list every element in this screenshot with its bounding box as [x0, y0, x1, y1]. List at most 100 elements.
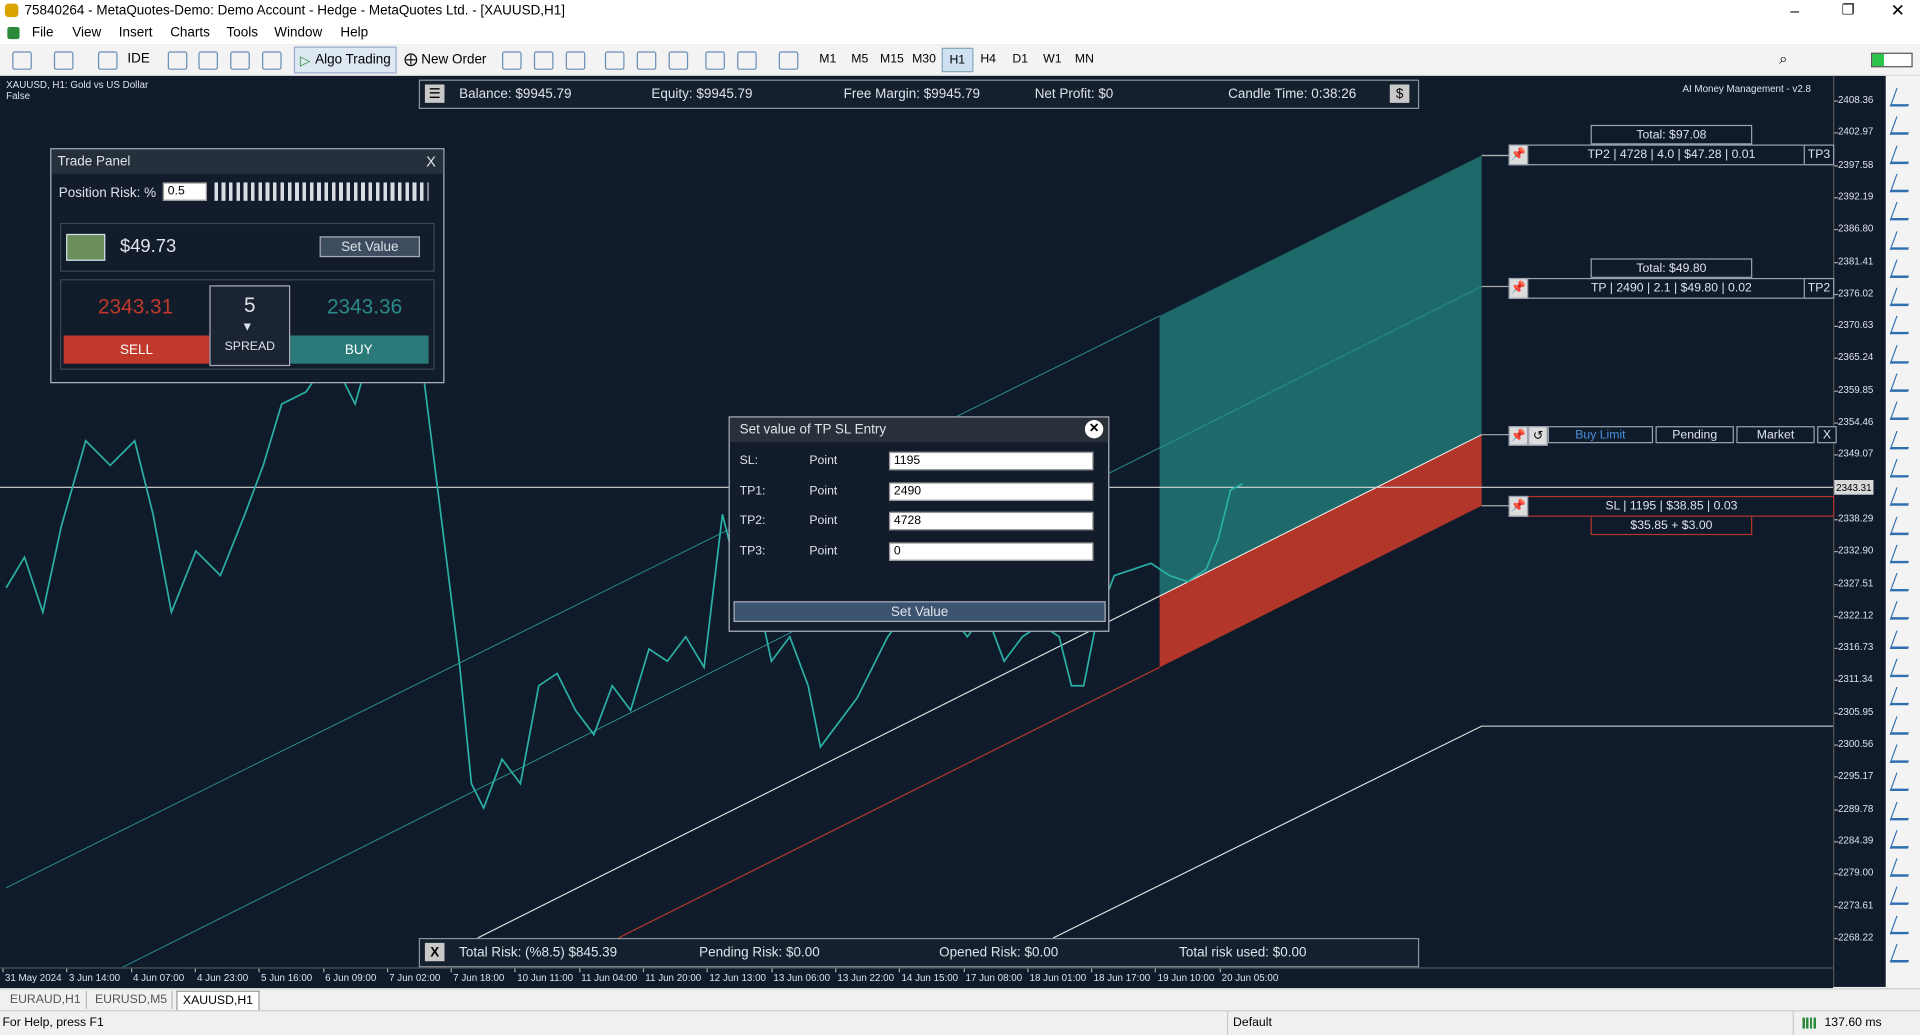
- tool-icon[interactable]: [1889, 658, 1915, 678]
- risk-input[interactable]: 0.5: [162, 182, 207, 201]
- risk-slider[interactable]: [214, 182, 429, 201]
- tool-icon[interactable]: [1889, 173, 1915, 193]
- timeframe-button[interactable]: M5: [851, 52, 869, 66]
- maximize[interactable]: ❐: [1841, 1, 1855, 19]
- chart-tab[interactable]: XAUUSD,H1: [176, 990, 260, 1012]
- toolbar-icon[interactable]: [198, 51, 218, 70]
- toolbar-icon[interactable]: [636, 51, 657, 70]
- toolbar-icon[interactable]: [604, 51, 625, 70]
- pin-button[interactable]: 📌: [1508, 495, 1529, 517]
- refresh-button[interactable]: ↺: [1528, 426, 1548, 446]
- tool-icon[interactable]: [1889, 116, 1915, 136]
- field-input[interactable]: 2490: [888, 481, 1094, 501]
- buy-button[interactable]: BUY: [288, 335, 429, 364]
- tool-icon[interactable]: [1889, 202, 1915, 221]
- menu-item[interactable]: View: [72, 25, 102, 41]
- chart-tab[interactable]: EURUSD,M5: [91, 990, 173, 1009]
- toolbar-icon[interactable]: [262, 51, 282, 70]
- menu-item[interactable]: Tools: [226, 25, 258, 41]
- sell-button[interactable]: SELL: [63, 335, 210, 364]
- menu-item[interactable]: File: [31, 25, 54, 41]
- tool-icon[interactable]: [1889, 401, 1915, 421]
- field-input[interactable]: 4728: [888, 512, 1094, 531]
- tool-icon[interactable]: [1889, 287, 1915, 307]
- tool-icon[interactable]: [1889, 944, 1915, 963]
- ide-button[interactable]: IDE: [127, 51, 150, 67]
- menu-item[interactable]: Help: [340, 25, 369, 41]
- tool-icon[interactable]: [1889, 230, 1915, 250]
- pin-button[interactable]: 📌: [1508, 144, 1529, 166]
- tool-icon[interactable]: [1889, 259, 1915, 278]
- field-input[interactable]: 1195: [888, 451, 1094, 471]
- tool-icon[interactable]: [1889, 829, 1915, 849]
- timeframe-button[interactable]: D1: [1012, 52, 1029, 66]
- sl-level[interactable]: SL | 1195 | $38.85 | 0.03: [1508, 495, 1835, 517]
- tool-icon[interactable]: [1889, 801, 1915, 820]
- algo-trading-button[interactable]: ▷ Algo Trading: [293, 46, 397, 74]
- entry-button[interactable]: Buy Limit: [1547, 426, 1654, 444]
- toolbar-icon[interactable]: [97, 51, 118, 70]
- timeframe-button[interactable]: M30: [912, 52, 936, 66]
- entry-button[interactable]: Pending: [1655, 426, 1734, 444]
- set-value-button[interactable]: Set Value: [319, 236, 421, 258]
- toolbar-icon[interactable]: [668, 51, 689, 70]
- tool-icon[interactable]: [1889, 573, 1915, 592]
- tool-icon[interactable]: [1889, 145, 1915, 164]
- timeframe-button[interactable]: W1: [1043, 52, 1062, 66]
- toolbar-icon[interactable]: [565, 51, 586, 70]
- toolbar-icon[interactable]: [12, 51, 32, 70]
- toolbar-icon[interactable]: [778, 51, 799, 70]
- toolbar-icon[interactable]: [705, 51, 725, 70]
- tool-icon[interactable]: [1889, 687, 1915, 706]
- tp3-level[interactable]: TP2 | 4728 | 4.0 | $47.28 | 0.01: [1508, 144, 1835, 166]
- close[interactable]: ✕: [1890, 0, 1905, 20]
- tool-icon[interactable]: [1889, 601, 1915, 621]
- chart-tab[interactable]: EURAUD,H1: [5, 990, 87, 1009]
- new-order-button[interactable]: ⨁ New Order: [404, 52, 487, 68]
- tool-icon[interactable]: [1889, 744, 1915, 763]
- menu-item[interactable]: Insert: [118, 25, 153, 41]
- tool-icon[interactable]: [1889, 88, 1915, 107]
- dialog-close[interactable]: ✕: [1084, 420, 1104, 439]
- tool-icon[interactable]: [1889, 516, 1915, 535]
- menu-item[interactable]: Charts: [170, 25, 210, 41]
- entry-button[interactable]: Market: [1736, 426, 1815, 444]
- tool-icon[interactable]: [1889, 715, 1915, 735]
- tool-icon[interactable]: [1889, 430, 1915, 449]
- toolbar-icon[interactable]: [53, 51, 74, 70]
- menu-button[interactable]: ☰: [424, 84, 445, 103]
- toolbar-icon[interactable]: [737, 51, 757, 70]
- entry-button[interactable]: X: [1817, 426, 1837, 444]
- timeframe-button[interactable]: H1: [941, 47, 974, 73]
- timeframe-button[interactable]: H4: [980, 52, 996, 66]
- timeframe-button[interactable]: MN: [1074, 52, 1094, 66]
- tool-icon[interactable]: [1889, 772, 1915, 792]
- pin-button[interactable]: 📌: [1508, 277, 1529, 299]
- search-icon[interactable]: ⌕: [1779, 50, 1788, 68]
- timeframe-button[interactable]: M1: [819, 52, 837, 66]
- tool-icon[interactable]: [1889, 915, 1915, 934]
- tool-icon[interactable]: [1889, 459, 1915, 478]
- tool-icon[interactable]: [1889, 344, 1915, 364]
- tool-icon[interactable]: [1889, 887, 1915, 906]
- pin-button[interactable]: 📌: [1508, 426, 1529, 446]
- tool-icon[interactable]: [1889, 544, 1915, 564]
- field-input[interactable]: 0: [888, 542, 1094, 561]
- tool-icon[interactable]: [1889, 858, 1915, 877]
- toolbar-icon[interactable]: [502, 51, 522, 70]
- tp2-level[interactable]: TP | 2490 | 2.1 | $49.80 | 0.02: [1508, 277, 1835, 299]
- toolbar-icon[interactable]: [533, 51, 554, 70]
- menu-item[interactable]: Window: [274, 25, 323, 41]
- tool-icon[interactable]: [1889, 316, 1915, 335]
- tool-icon[interactable]: [1889, 630, 1915, 649]
- minimize[interactable]: –: [1790, 1, 1800, 20]
- currency-button[interactable]: $: [1389, 84, 1410, 103]
- risk-close-button[interactable]: X: [424, 942, 445, 962]
- dialog-set-value[interactable]: Set Value: [733, 601, 1106, 623]
- timeframe-button[interactable]: M15: [879, 52, 904, 66]
- tool-icon[interactable]: [1889, 373, 1915, 392]
- trade-panel-close[interactable]: X: [426, 153, 436, 171]
- toolbar-icon[interactable]: [167, 51, 188, 70]
- tool-icon[interactable]: [1889, 487, 1915, 506]
- toolbar-icon[interactable]: [230, 51, 250, 70]
